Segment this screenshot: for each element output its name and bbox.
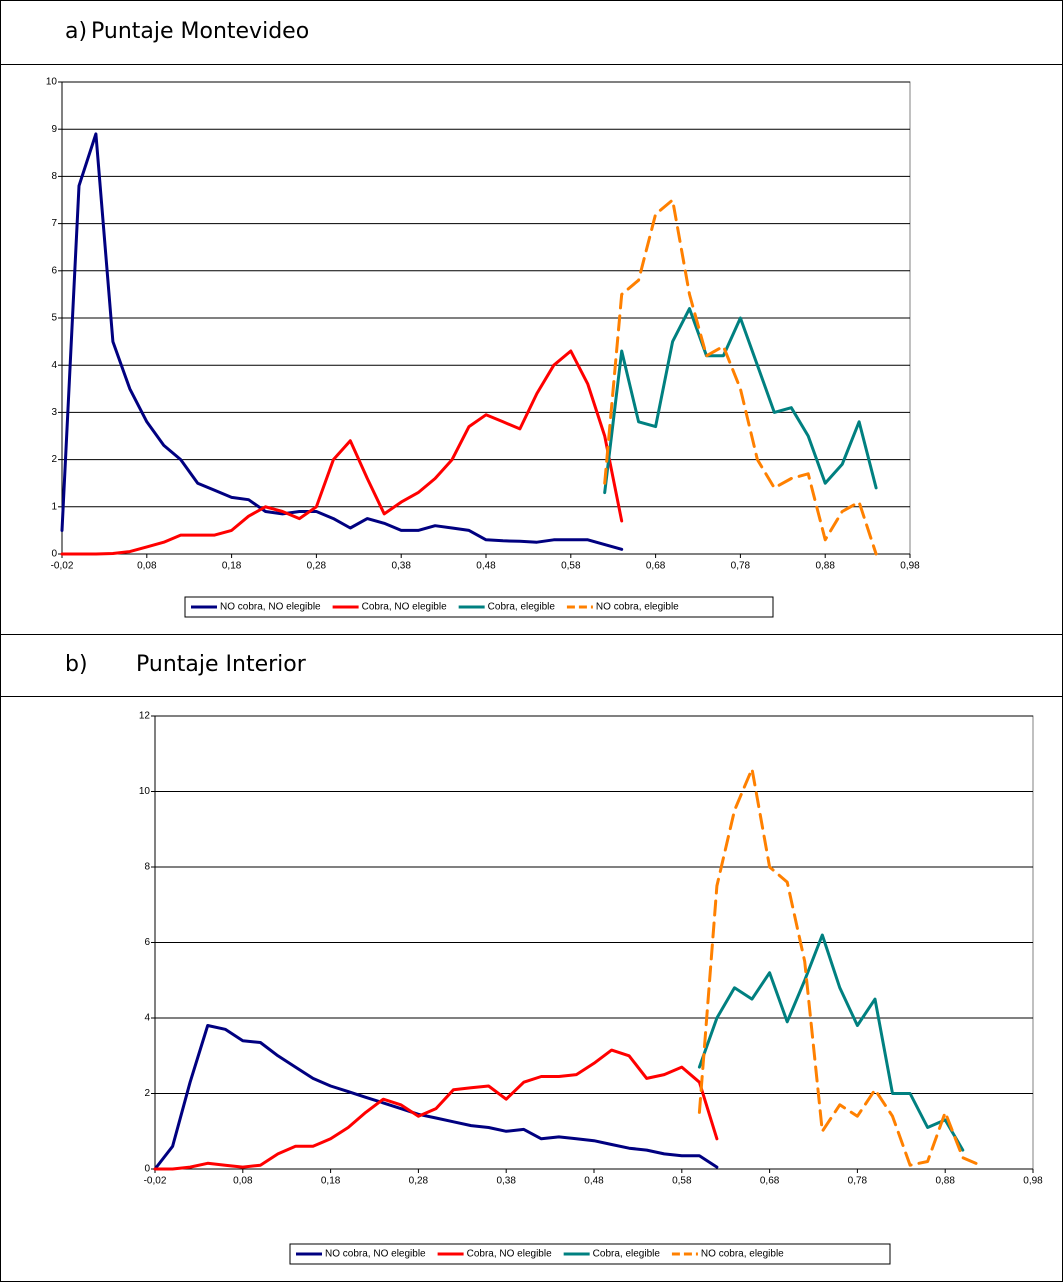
y-tick-label: 2 bbox=[51, 454, 57, 465]
y-tick-label: 10 bbox=[139, 786, 151, 797]
legend-label: Cobra, elegible bbox=[488, 602, 556, 613]
y-tick-label: 7 bbox=[51, 218, 57, 229]
y-tick-label: 2 bbox=[144, 1088, 150, 1099]
y-tick-label: 10 bbox=[46, 77, 58, 88]
x-tick-label: 0,38 bbox=[391, 561, 411, 572]
series-line bbox=[60, 349, 624, 556]
y-tick-label: 6 bbox=[51, 265, 57, 276]
legend-label: Cobra, NO elegible bbox=[362, 602, 447, 613]
legend-label: NO cobra, elegible bbox=[596, 602, 679, 613]
x-tick-label: 0,98 bbox=[1023, 1176, 1043, 1187]
y-tick-label: 8 bbox=[144, 862, 150, 873]
y-tick-label: 0 bbox=[144, 1164, 150, 1175]
legend-label: Cobra, elegible bbox=[593, 1249, 661, 1260]
y-tick-label: 3 bbox=[51, 407, 57, 418]
y-tick-label: 4 bbox=[51, 360, 57, 371]
y-tick-label: 5 bbox=[51, 313, 57, 324]
x-tick-label: 0,58 bbox=[672, 1176, 692, 1187]
x-tick-label: 0,78 bbox=[731, 561, 751, 572]
x-tick-label: 0,48 bbox=[584, 1176, 604, 1187]
x-tick-label: 0,68 bbox=[760, 1176, 780, 1187]
legend-label: Cobra, NO elegible bbox=[467, 1249, 552, 1260]
x-tick-label: 0,78 bbox=[848, 1176, 868, 1187]
legend-label: NO cobra, elegible bbox=[701, 1249, 784, 1260]
y-tick-label: 1 bbox=[51, 501, 57, 512]
x-tick-label: -0,02 bbox=[144, 1176, 167, 1187]
x-tick-label: 0,88 bbox=[935, 1176, 955, 1187]
y-tick-label: 12 bbox=[139, 711, 151, 722]
series-line bbox=[603, 198, 878, 556]
x-tick-label: 0,88 bbox=[815, 561, 835, 572]
y-tick-label: 0 bbox=[51, 549, 57, 560]
heading-label: a) bbox=[65, 19, 87, 44]
x-tick-label: 0,28 bbox=[307, 561, 327, 572]
x-tick-label: 0,18 bbox=[222, 561, 242, 572]
y-tick-label: 6 bbox=[144, 937, 150, 948]
x-tick-label: 0,08 bbox=[137, 561, 157, 572]
legend-label: NO cobra, NO elegible bbox=[220, 602, 321, 613]
x-tick-label: 0,28 bbox=[409, 1176, 429, 1187]
legend-label: NO cobra, NO elegible bbox=[325, 1249, 426, 1260]
x-tick-label: 0,48 bbox=[476, 561, 496, 572]
x-tick-label: 0,98 bbox=[900, 561, 920, 572]
x-tick-label: 0,68 bbox=[646, 561, 666, 572]
legend-box bbox=[289, 1243, 891, 1265]
y-tick-label: 8 bbox=[51, 171, 57, 182]
series-line bbox=[697, 933, 965, 1152]
x-tick-label: 0,18 bbox=[321, 1176, 341, 1187]
series-line bbox=[60, 132, 624, 551]
series-line bbox=[603, 307, 878, 495]
heading-label: b) bbox=[65, 652, 88, 677]
x-tick-label: 0,08 bbox=[233, 1176, 253, 1187]
y-tick-label: 9 bbox=[51, 124, 57, 135]
x-tick-label: 0,58 bbox=[561, 561, 581, 572]
series-line bbox=[153, 1024, 719, 1171]
y-tick-label: 4 bbox=[144, 1013, 150, 1024]
series-line bbox=[153, 1048, 719, 1171]
heading-text: Puntaje Montevideo bbox=[91, 19, 309, 44]
series-line bbox=[697, 767, 982, 1167]
heading-text: Puntaje Interior bbox=[136, 652, 307, 677]
x-tick-label: 0,38 bbox=[496, 1176, 516, 1187]
x-tick-label: -0,02 bbox=[51, 561, 74, 572]
